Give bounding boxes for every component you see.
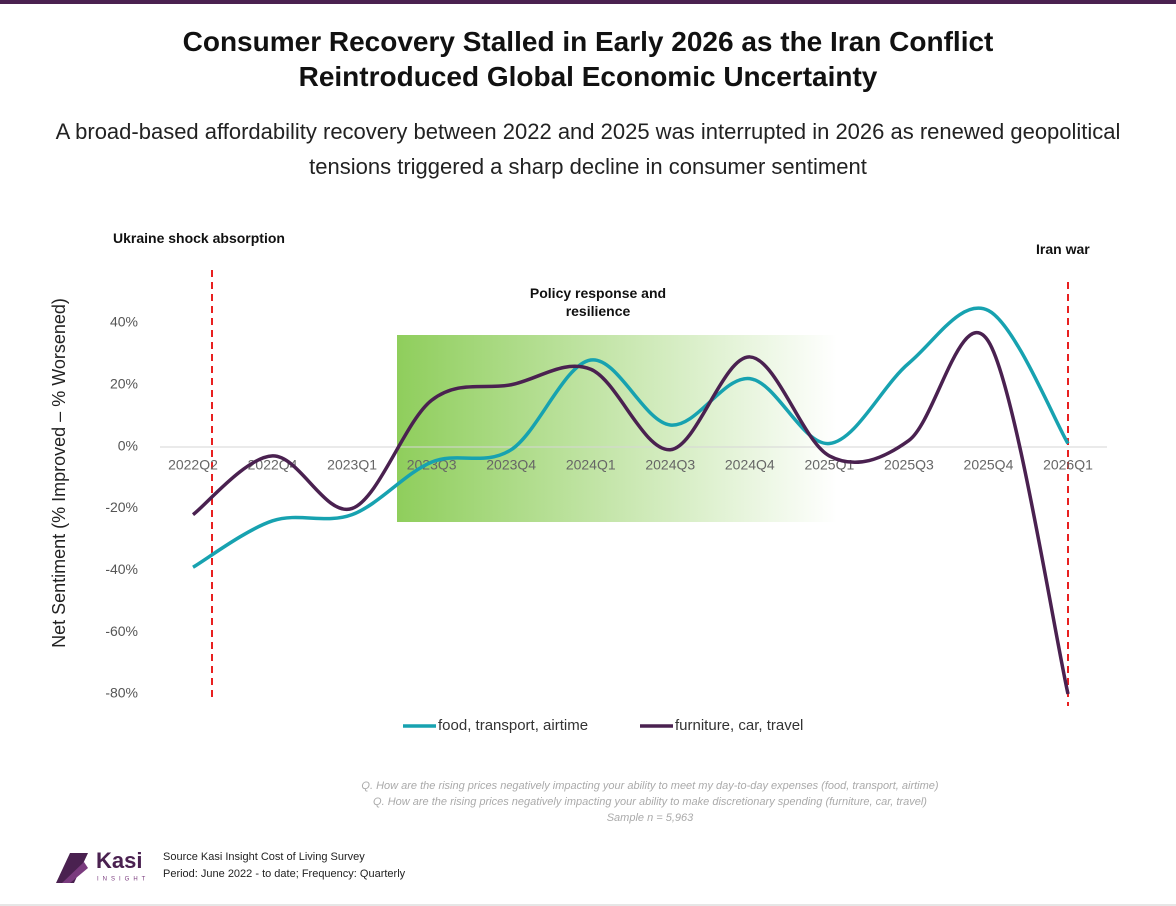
series-line [191, 330, 1070, 695]
x-tick-label: 2025Q3 [884, 457, 934, 473]
y-axis-title: Net Sentiment (% Improved – % Worsened) [49, 298, 69, 648]
brand-sub: INSIGHT [97, 877, 149, 883]
y-tick-label: -80% [105, 685, 138, 701]
x-tick-label: 2025Q1 [804, 457, 854, 473]
series-line [192, 306, 1070, 569]
x-tick-label: 2025Q4 [964, 457, 1014, 473]
annotation: Ukraine shock absorption [113, 230, 285, 246]
legend-label: furniture, car, travel [675, 717, 803, 734]
period: Period: June 2022 - to date; Frequency: … [163, 868, 406, 880]
annotation: Policy response and resilience [529, 285, 667, 319]
x-tick-label: 2026Q1 [1043, 457, 1093, 473]
y-tick-label: 20% [110, 375, 138, 391]
notes: Q. How are the rising prices negatively … [250, 778, 1050, 826]
note: Q. How are the rising prices negatively … [361, 780, 939, 792]
source: Source Kasi Insight Cost of Living Surve… [163, 851, 365, 863]
y-tick-label: -40% [105, 561, 138, 577]
top-band [0, 0, 1176, 4]
y-tick-label: 40% [110, 314, 138, 330]
note: Sample n = 5,963 [606, 812, 694, 824]
legend-label: food, transport, airtime [438, 717, 588, 734]
y-tick-label: 0% [118, 437, 138, 453]
policy-band [397, 335, 837, 522]
title: Consumer Recovery Stalled in Early 2026 … [182, 26, 994, 92]
note: Q. How are the rising prices negatively … [373, 796, 927, 808]
annotation: Iran war [1036, 241, 1090, 257]
x-tick-label: 2024Q1 [566, 457, 616, 473]
y-tick-label: -60% [105, 623, 138, 639]
subtitle: A broad-based affordability recovery bet… [55, 119, 1121, 179]
logo: Kasi INSIGHT [56, 848, 149, 883]
x-tick-label: 2024Q4 [725, 457, 775, 473]
x-tick-label: 2023Q4 [486, 457, 536, 473]
y-tick-label: -20% [105, 499, 138, 515]
x-tick-label: 2024Q3 [645, 457, 695, 473]
brand: Kasi [96, 848, 142, 873]
x-tick-label: 2023Q1 [327, 457, 377, 473]
x-tick-label: 2022Q2 [168, 457, 218, 473]
